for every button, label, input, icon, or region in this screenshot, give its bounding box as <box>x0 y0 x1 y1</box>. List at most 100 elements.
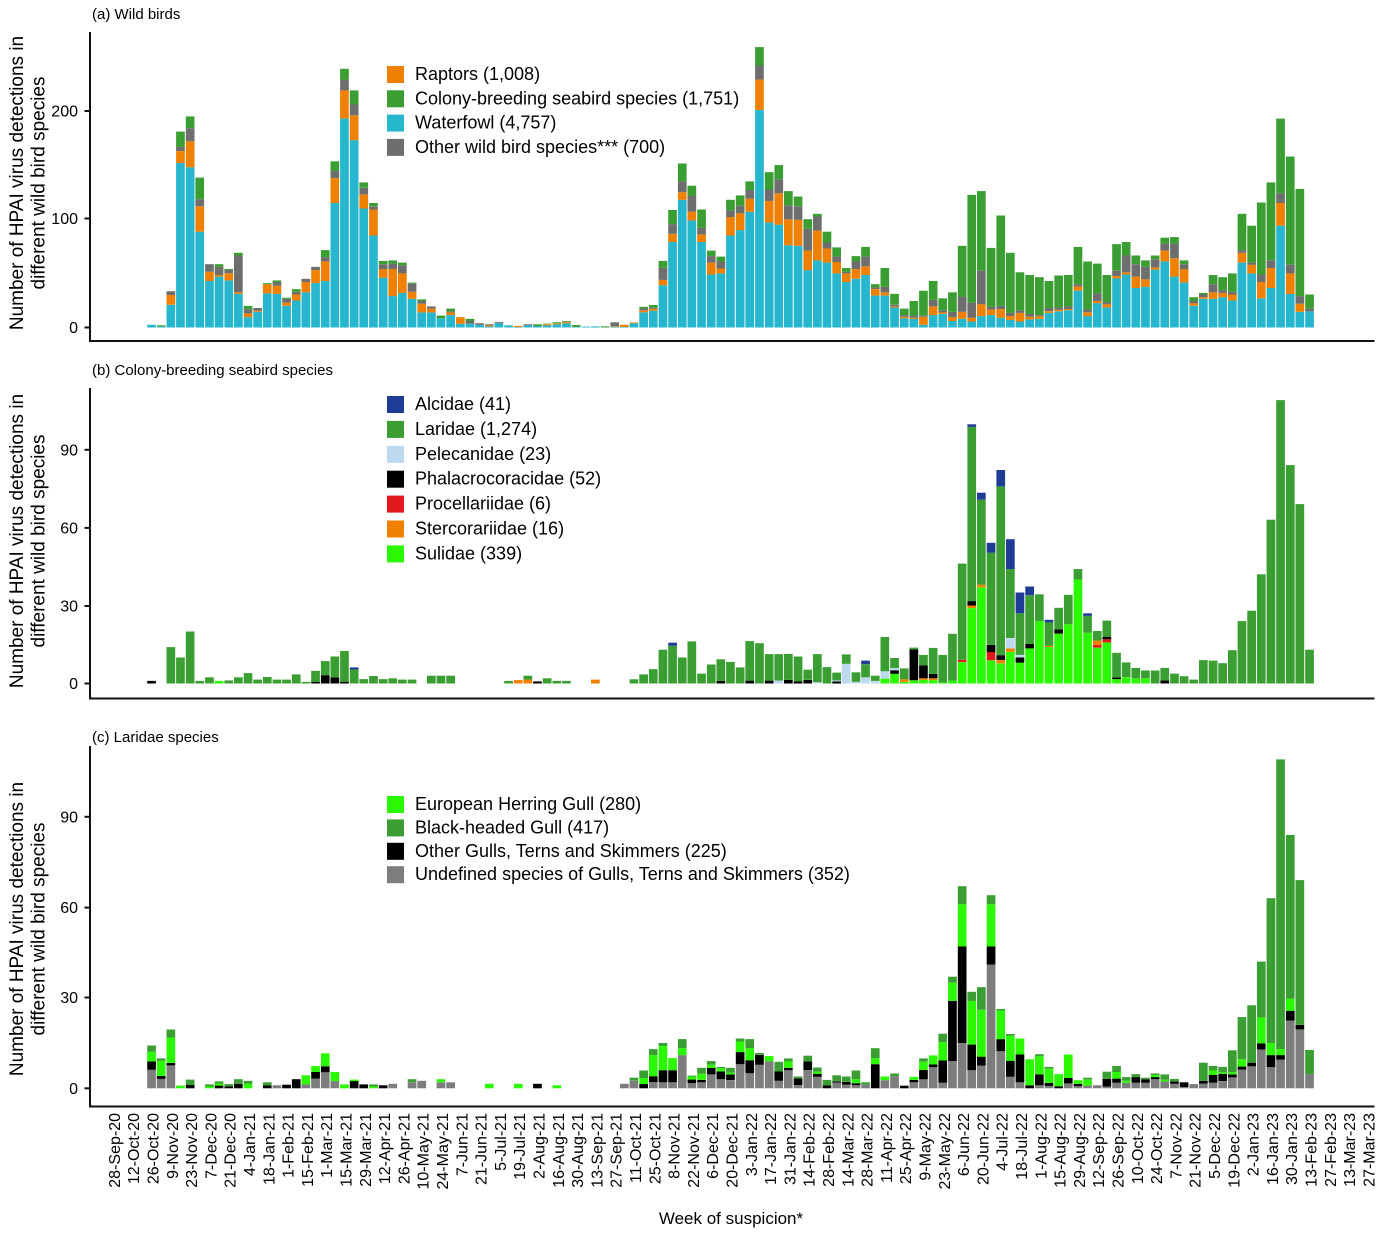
svg-text:21-Jun-21: 21-Jun-21 <box>474 1113 491 1185</box>
svg-text:24-May-21: 24-May-21 <box>435 1113 452 1190</box>
svg-text:20-Dec-21: 20-Dec-21 <box>725 1113 742 1188</box>
svg-text:2-Aug-21: 2-Aug-21 <box>532 1113 549 1179</box>
svg-text:29-Mar-21: 29-Mar-21 <box>358 1113 375 1187</box>
svg-text:6-Dec-21: 6-Dec-21 <box>705 1113 722 1179</box>
svg-text:21-Nov-22: 21-Nov-22 <box>1188 1113 1205 1188</box>
svg-text:15-Feb-21: 15-Feb-21 <box>300 1113 317 1187</box>
svg-text:100: 100 <box>51 211 78 228</box>
svg-text:20-Jun-22: 20-Jun-22 <box>975 1113 992 1185</box>
svg-text:9-May-22: 9-May-22 <box>918 1113 935 1181</box>
svg-text:Alcidae (41): Alcidae (41) <box>415 394 511 414</box>
svg-text:30: 30 <box>60 990 78 1007</box>
svg-text:4-Jul-22: 4-Jul-22 <box>995 1113 1012 1171</box>
svg-text:0: 0 <box>69 676 78 693</box>
svg-text:0: 0 <box>69 320 78 337</box>
svg-text:27-Sep-21: 27-Sep-21 <box>609 1113 626 1188</box>
svg-text:7-Jun-21: 7-Jun-21 <box>454 1113 471 1176</box>
svg-text:Week of suspicion*: Week of suspicion* <box>659 1209 804 1228</box>
svg-text:28-Mar-22: 28-Mar-22 <box>860 1113 877 1187</box>
svg-text:10-Oct-22: 10-Oct-22 <box>1130 1113 1147 1184</box>
svg-text:16-Jan-23: 16-Jan-23 <box>1265 1113 1282 1185</box>
svg-text:Number of HPAI virus detection: Number of HPAI virus detections in <box>7 36 28 330</box>
svg-text:14-Feb-22: 14-Feb-22 <box>802 1113 819 1187</box>
svg-text:13-Sep-21: 13-Sep-21 <box>589 1113 606 1188</box>
svg-text:different wild bird species: different wild bird species <box>29 435 50 648</box>
svg-text:26-Oct-20: 26-Oct-20 <box>146 1113 163 1184</box>
svg-text:1-Mar-21: 1-Mar-21 <box>319 1113 336 1178</box>
svg-text:5-Jul-21: 5-Jul-21 <box>493 1113 510 1171</box>
svg-text:Black-headed Gull (417): Black-headed Gull (417) <box>415 817 609 837</box>
svg-text:28-Feb-22: 28-Feb-22 <box>821 1113 838 1187</box>
svg-text:6-Jun-22: 6-Jun-22 <box>956 1113 973 1176</box>
svg-text:Number of HPAI virus detection: Number of HPAI virus detections in <box>7 394 28 688</box>
svg-text:11-Apr-22: 11-Apr-22 <box>879 1113 896 1183</box>
svg-text:Number of HPAI virus detection: Number of HPAI virus detections in <box>7 782 28 1076</box>
svg-text:European Herring Gull (280): European Herring Gull (280) <box>415 794 641 814</box>
svg-text:24-Oct-22: 24-Oct-22 <box>1149 1113 1166 1184</box>
svg-text:27-Feb-23: 27-Feb-23 <box>1323 1113 1340 1187</box>
svg-text:9-Nov-20: 9-Nov-20 <box>165 1113 182 1179</box>
svg-text:(c) Laridae species: (c) Laridae species <box>92 729 219 746</box>
svg-text:21-Dec-20: 21-Dec-20 <box>223 1113 240 1188</box>
svg-text:15-Mar-21: 15-Mar-21 <box>339 1113 356 1187</box>
svg-text:1-Feb-21: 1-Feb-21 <box>281 1113 298 1178</box>
svg-text:12-Apr-21: 12-Apr-21 <box>377 1113 394 1184</box>
svg-text:Raptors (1,008): Raptors (1,008) <box>415 64 540 84</box>
svg-text:90: 90 <box>60 442 78 459</box>
svg-text:60: 60 <box>60 900 78 917</box>
svg-text:22-Nov-21: 22-Nov-21 <box>686 1113 703 1188</box>
svg-text:12-Oct-20: 12-Oct-20 <box>126 1113 143 1184</box>
svg-text:(b) Colony-breeding seabird sp: (b) Colony-breeding seabird species <box>92 362 333 379</box>
svg-text:1-Aug-22: 1-Aug-22 <box>1033 1113 1050 1179</box>
svg-text:Other Gulls, Terns and Skimmer: Other Gulls, Terns and Skimmers (225) <box>415 841 727 861</box>
svg-text:18-Jan-21: 18-Jan-21 <box>261 1113 278 1185</box>
svg-text:23-Nov-20: 23-Nov-20 <box>184 1113 201 1188</box>
svg-text:16-Aug-21: 16-Aug-21 <box>551 1113 568 1188</box>
svg-text:7-Dec-20: 7-Dec-20 <box>203 1113 220 1179</box>
svg-text:(a) Wild birds: (a) Wild birds <box>92 6 180 23</box>
svg-text:30-Jan-23: 30-Jan-23 <box>1284 1113 1301 1185</box>
svg-text:Undefined species of Gulls, Te: Undefined species of Gulls, Terns and Sk… <box>415 864 850 884</box>
svg-text:Laridae (1,274): Laridae (1,274) <box>415 419 537 439</box>
svg-text:25-Apr-22: 25-Apr-22 <box>898 1113 915 1184</box>
svg-text:25-Oct-21: 25-Oct-21 <box>647 1113 664 1184</box>
svg-text:30: 30 <box>60 599 78 616</box>
svg-text:Stercorariidae (16): Stercorariidae (16) <box>415 519 564 539</box>
svg-text:17-Jan-22: 17-Jan-22 <box>763 1113 780 1185</box>
svg-text:200: 200 <box>51 104 78 121</box>
svg-text:10-May-21: 10-May-21 <box>416 1113 433 1190</box>
svg-text:different wild bird species: different wild bird species <box>29 823 50 1036</box>
svg-text:90: 90 <box>60 809 78 826</box>
svg-text:13-Feb-23: 13-Feb-23 <box>1304 1113 1321 1187</box>
svg-text:12-Sep-22: 12-Sep-22 <box>1091 1113 1108 1188</box>
svg-text:14-Mar-22: 14-Mar-22 <box>840 1113 857 1187</box>
svg-text:Waterfowl (4,757): Waterfowl (4,757) <box>415 113 556 133</box>
svg-text:30-Aug-21: 30-Aug-21 <box>570 1113 587 1188</box>
svg-text:Pelecanidae (23): Pelecanidae (23) <box>415 444 551 464</box>
svg-text:7-Nov-22: 7-Nov-22 <box>1168 1113 1185 1179</box>
svg-text:Phalacrocoracidae (52): Phalacrocoracidae (52) <box>415 469 601 489</box>
svg-text:15-Aug-22: 15-Aug-22 <box>1053 1113 1070 1188</box>
svg-text:28-Sep-20: 28-Sep-20 <box>107 1113 124 1188</box>
svg-text:Procellariidae (6): Procellariidae (6) <box>415 494 551 514</box>
svg-text:Sulidae (339): Sulidae (339) <box>415 543 522 563</box>
svg-text:13-Mar-23: 13-Mar-23 <box>1342 1113 1359 1187</box>
svg-text:8-Nov-21: 8-Nov-21 <box>667 1113 684 1179</box>
svg-text:different wild bird species: different wild bird species <box>29 77 50 290</box>
svg-text:29-Aug-22: 29-Aug-22 <box>1072 1113 1089 1188</box>
svg-text:11-Oct-21: 11-Oct-21 <box>628 1113 645 1183</box>
svg-text:4-Jan-21: 4-Jan-21 <box>242 1113 259 1176</box>
svg-text:0: 0 <box>69 1081 78 1098</box>
svg-text:26-Sep-22: 26-Sep-22 <box>1111 1113 1128 1188</box>
svg-text:19-Dec-22: 19-Dec-22 <box>1226 1113 1243 1188</box>
svg-text:23-May-22: 23-May-22 <box>937 1113 954 1190</box>
svg-text:18-Jul-22: 18-Jul-22 <box>1014 1113 1031 1180</box>
svg-text:Other wild bird species*** (70: Other wild bird species*** (700) <box>415 137 665 157</box>
svg-text:60: 60 <box>60 520 78 537</box>
svg-text:19-Jul-21: 19-Jul-21 <box>512 1113 529 1180</box>
svg-text:3-Jan-22: 3-Jan-22 <box>744 1113 761 1176</box>
svg-text:27-Mar-23: 27-Mar-23 <box>1361 1113 1378 1187</box>
svg-text:26-Apr-21: 26-Apr-21 <box>396 1113 413 1184</box>
svg-text:2-Jan-23: 2-Jan-23 <box>1246 1113 1263 1176</box>
svg-text:Colony-breeding seabird specie: Colony-breeding seabird species (1,751) <box>415 88 739 108</box>
